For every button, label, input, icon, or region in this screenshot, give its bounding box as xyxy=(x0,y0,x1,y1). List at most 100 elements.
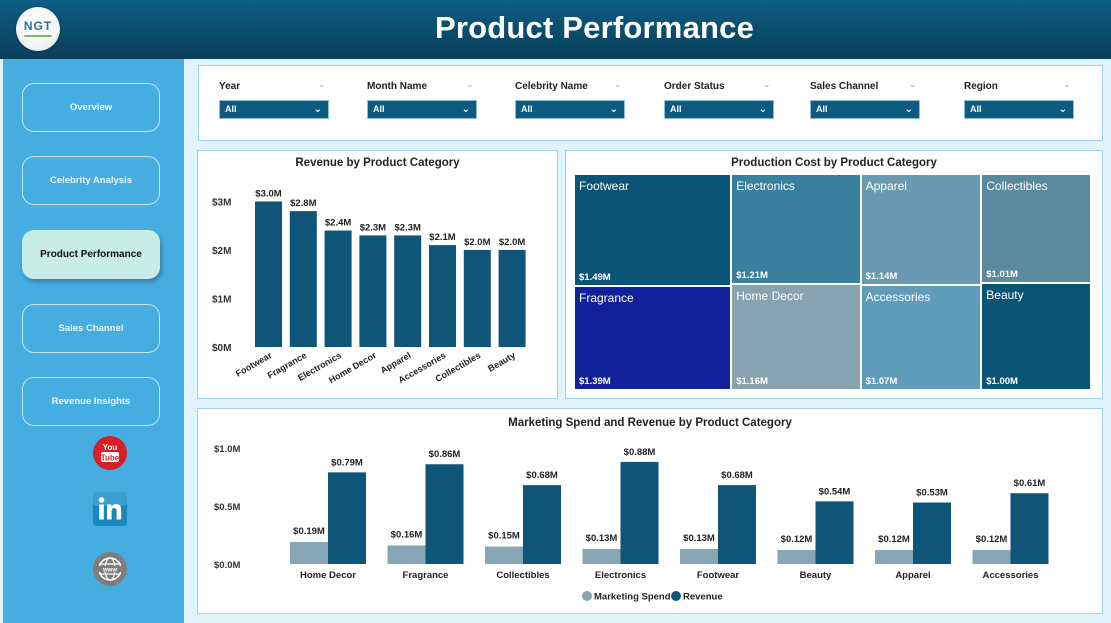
bar[interactable] xyxy=(255,201,282,347)
filter-collapse-chevron-icon[interactable]: ⌄ xyxy=(614,79,622,89)
treemap-tile[interactable]: Beauty $1.00M xyxy=(982,283,1090,389)
nav-sales-channel-button[interactable]: Sales Channel xyxy=(22,304,160,353)
revenue-bar[interactable] xyxy=(523,485,561,564)
legend-revenue-label: Revenue xyxy=(683,592,723,603)
marketing-spend-bar[interactable] xyxy=(582,548,621,564)
legend-marketing-label: Marketing Spend xyxy=(594,592,671,603)
logo-swoosh xyxy=(24,35,52,37)
y-tick-label: $0.0M xyxy=(214,560,240,571)
filter-value: All xyxy=(670,104,682,114)
marketing-spend-bar[interactable] xyxy=(875,550,913,564)
marketing-data-label: $0.13M xyxy=(683,533,715,544)
tile-value: $1.49M xyxy=(579,271,611,283)
x-tick-label: Fragrance xyxy=(403,570,449,581)
filter-collapse-chevron-icon[interactable]: ⌄ xyxy=(1063,79,1071,89)
revenue-bar[interactable] xyxy=(815,501,854,564)
bar[interactable] xyxy=(359,235,387,347)
bar[interactable] xyxy=(429,245,456,347)
filter-label: Sales Channel xyxy=(810,81,879,92)
nav-overview-button[interactable]: Overview xyxy=(22,83,160,132)
filter-panel: Year ⌄ All ⌄ Month Name ⌄ All ⌄ Celebrit… xyxy=(198,65,1103,141)
revenue-bar[interactable] xyxy=(425,464,464,564)
filter-value: All xyxy=(816,104,828,114)
data-label: $2.0M xyxy=(499,237,525,248)
filter-dropdown[interactable]: All ⌄ xyxy=(964,100,1074,119)
treemap-tile[interactable]: Footwear $1.49M xyxy=(575,175,731,285)
x-tick-label: Footwear xyxy=(697,570,740,581)
filter-dropdown[interactable]: All ⌄ xyxy=(367,100,477,119)
filter-dropdown[interactable]: All ⌄ xyxy=(810,100,920,119)
marketing-spend-bar[interactable] xyxy=(680,548,718,564)
bar[interactable] xyxy=(394,235,422,347)
nav-product-performance-button[interactable]: Product Performance xyxy=(22,230,160,279)
header-bar: NGT Product Performance xyxy=(0,0,1111,59)
tile-value: $1.14M xyxy=(865,271,898,283)
marketing-data-label: $0.12M xyxy=(976,534,1008,545)
filter-label: Celebrity Name xyxy=(515,81,588,92)
x-tick-label: Home Decor xyxy=(300,570,356,581)
filter-dropdown[interactable]: All ⌄ xyxy=(664,100,774,119)
tile-value: $1.21M xyxy=(736,270,768,282)
treemap-tile[interactable]: Electronics $1.21M xyxy=(732,175,860,284)
filter-label: Month Name xyxy=(367,81,427,92)
y-tick-label: $0M xyxy=(212,343,231,354)
filter-dropdown[interactable]: All ⌄ xyxy=(515,100,625,119)
bar[interactable] xyxy=(289,211,317,347)
revenue-data-label: $0.61M xyxy=(1014,478,1046,489)
marketing-spend-bar[interactable] xyxy=(387,545,426,564)
bar[interactable] xyxy=(498,249,526,347)
filter-collapse-chevron-icon[interactable]: ⌄ xyxy=(763,79,771,89)
chevron-down-icon: ⌄ xyxy=(609,104,618,115)
filter-collapse-chevron-icon[interactable]: ⌄ xyxy=(909,79,917,89)
tile-label: Electronics xyxy=(736,179,795,193)
marketing-data-label: $0.19M xyxy=(293,526,325,537)
marketing-spend-bar[interactable] xyxy=(290,541,328,564)
y-tick-label: $1.0M xyxy=(214,444,240,455)
chart-title: Marketing Spend and Revenue by Product C… xyxy=(508,417,792,429)
svg-text:www: www xyxy=(102,568,117,574)
filter-collapse-chevron-icon[interactable]: ⌄ xyxy=(466,79,474,89)
y-tick-label: $1M xyxy=(212,294,231,305)
bar[interactable] xyxy=(324,230,352,347)
data-label: $2.3M xyxy=(394,222,420,233)
revenue-bar[interactable] xyxy=(328,472,366,564)
chevron-down-icon: ⌄ xyxy=(461,104,470,115)
marketing-spend-bar[interactable] xyxy=(777,550,816,564)
treemap-tile[interactable]: Accessories $1.07M xyxy=(861,286,981,389)
revenue-bar[interactable] xyxy=(1010,493,1049,564)
x-tick-label: Beauty xyxy=(800,570,832,581)
y-tick-label: $2M xyxy=(212,246,231,257)
y-tick-label: $3M xyxy=(212,197,231,208)
nav-celebrity-analysis-button[interactable]: Celebrity Analysis xyxy=(22,156,160,205)
nav-revenue-insights-button[interactable]: Revenue Insights xyxy=(22,377,160,426)
marketing-spend-bar[interactable] xyxy=(485,546,523,564)
treemap-tile[interactable]: Fragrance $1.39M xyxy=(575,286,731,389)
treemap-tile[interactable]: Apparel $1.14M xyxy=(861,175,981,285)
revenue-bar[interactable] xyxy=(913,502,951,564)
marketing-spend-bar[interactable] xyxy=(972,550,1011,564)
filter-collapse-chevron-icon[interactable]: ⌄ xyxy=(318,79,326,89)
x-tick-label: Accessories xyxy=(983,570,1039,581)
svg-text:You: You xyxy=(103,443,118,452)
marketing-data-label: $0.15M xyxy=(488,531,520,542)
treemap-tile[interactable]: Home Decor $1.16M xyxy=(732,285,860,389)
revenue-bar[interactable] xyxy=(718,485,756,564)
legend-revenue-swatch xyxy=(671,591,681,601)
chart-title: Production Cost by Product Category xyxy=(731,157,937,169)
revenue-data-label: $0.68M xyxy=(526,470,558,481)
linkedin-icon[interactable] xyxy=(92,491,128,527)
bar[interactable] xyxy=(463,249,491,347)
marketing-data-label: $0.12M xyxy=(878,534,910,545)
tile-value: $1.01M xyxy=(986,268,1018,280)
revenue-by-category-chart: Revenue by Product Category $0M $1M $2M $3M… xyxy=(197,150,558,399)
data-label: $2.3M xyxy=(360,222,386,233)
tile-label: Collectibles xyxy=(986,179,1048,193)
youtube-icon[interactable]: You Tube xyxy=(92,435,128,471)
filter-dropdown[interactable]: All ⌄ xyxy=(219,100,329,119)
filter-value: All xyxy=(373,104,385,114)
tile-value: $1.16M xyxy=(736,375,768,387)
revenue-bar[interactable] xyxy=(620,461,659,564)
website-globe-icon[interactable]: www xyxy=(92,551,128,587)
tile-label: Home Decor xyxy=(736,289,804,304)
treemap-tile[interactable]: Collectibles $1.01M xyxy=(982,175,1090,282)
